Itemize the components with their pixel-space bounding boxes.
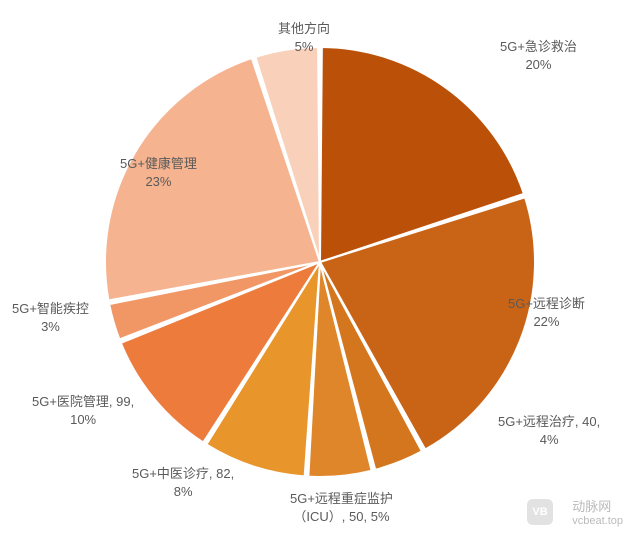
- slice-label: 5G+健康管理 23%: [120, 155, 197, 190]
- slice-label: 5G+远程治疗, 40, 4%: [498, 413, 600, 448]
- watermark-line2: vcbeat.top: [572, 515, 623, 528]
- slice-label: 其他方向 5%: [278, 20, 330, 55]
- slice-label: 5G+急诊救治 20%: [500, 38, 577, 73]
- slice-label: 5G+远程重症监护 （ICU）, 50, 5%: [290, 490, 393, 525]
- slice-label: 5G+中医诊疗, 82, 8%: [132, 465, 234, 500]
- watermark-logo: VB: [527, 499, 553, 525]
- slice-label: 5G+远程诊断 22%: [508, 295, 585, 330]
- watermark-text: 动脉网 vcbeat.top: [572, 500, 623, 528]
- slice-label: 5G+智能疾控 3%: [12, 300, 89, 335]
- watermark-line1: 动脉网: [572, 500, 623, 515]
- slice-label: 5G+医院管理, 99, 10%: [32, 393, 134, 428]
- pie-chart: [0, 0, 641, 539]
